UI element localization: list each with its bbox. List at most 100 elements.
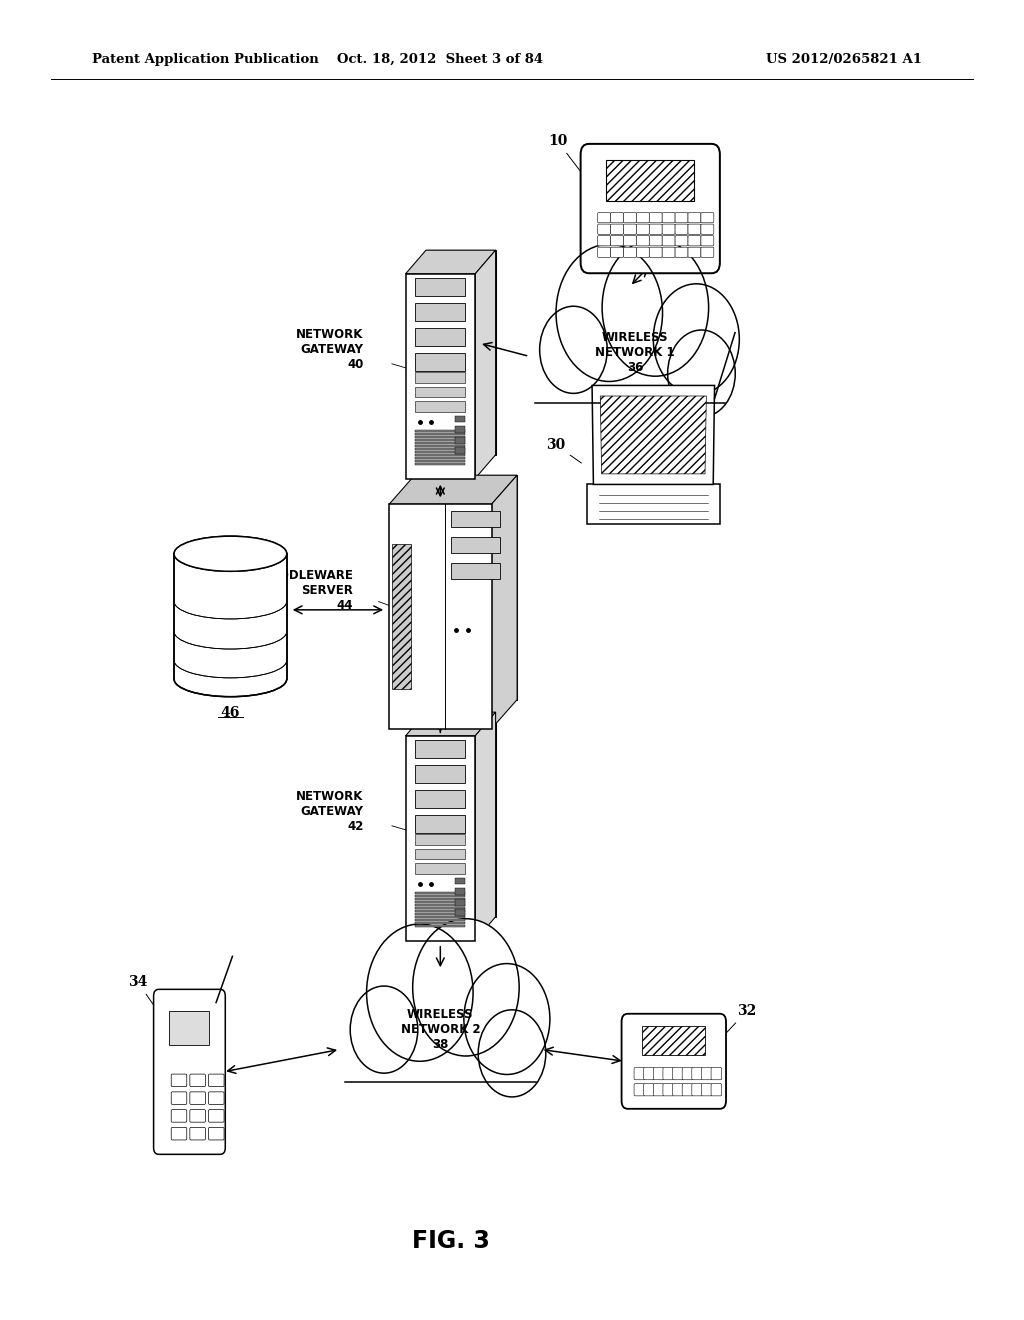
FancyBboxPatch shape [416,463,465,466]
FancyBboxPatch shape [416,442,465,444]
Polygon shape [406,251,496,275]
FancyBboxPatch shape [634,1068,645,1080]
Text: 32: 32 [724,1005,757,1035]
FancyBboxPatch shape [416,440,465,441]
FancyBboxPatch shape [171,1127,186,1140]
FancyBboxPatch shape [416,454,465,457]
Circle shape [413,919,519,1056]
FancyBboxPatch shape [189,1110,206,1122]
FancyBboxPatch shape [392,544,411,689]
Text: NETWORK
GATEWAY
40: NETWORK GATEWAY 40 [296,329,364,371]
FancyBboxPatch shape [209,1074,224,1086]
FancyBboxPatch shape [416,789,465,808]
Text: Oct. 18, 2012  Sheet 3 of 84: Oct. 18, 2012 Sheet 3 of 84 [337,53,544,66]
FancyBboxPatch shape [416,451,465,453]
FancyBboxPatch shape [455,899,465,906]
FancyBboxPatch shape [416,904,465,906]
Polygon shape [587,484,720,524]
FancyBboxPatch shape [675,213,688,223]
FancyBboxPatch shape [675,236,688,246]
FancyBboxPatch shape [455,416,465,422]
FancyBboxPatch shape [455,878,465,884]
FancyBboxPatch shape [416,892,465,894]
FancyBboxPatch shape [610,213,624,223]
Polygon shape [492,475,517,729]
FancyBboxPatch shape [416,834,465,845]
FancyBboxPatch shape [416,849,465,859]
FancyBboxPatch shape [673,1084,683,1096]
FancyBboxPatch shape [416,898,465,900]
FancyBboxPatch shape [711,1084,722,1096]
Circle shape [653,284,739,395]
Circle shape [668,330,735,417]
FancyBboxPatch shape [598,236,610,246]
Ellipse shape [174,536,287,572]
FancyBboxPatch shape [171,1074,186,1086]
Text: NETWORK
GATEWAY
42: NETWORK GATEWAY 42 [296,791,364,833]
Polygon shape [592,385,715,484]
FancyBboxPatch shape [455,888,465,895]
FancyBboxPatch shape [416,902,465,903]
Polygon shape [600,396,707,474]
Polygon shape [406,737,475,940]
FancyBboxPatch shape [606,160,694,201]
Text: WIRELESS
NETWORK 1
36: WIRELESS NETWORK 1 36 [595,331,675,374]
FancyBboxPatch shape [700,224,714,235]
Circle shape [602,239,709,376]
FancyBboxPatch shape [624,213,636,223]
FancyBboxPatch shape [673,1068,683,1080]
FancyBboxPatch shape [711,1068,722,1080]
Polygon shape [415,475,517,700]
FancyBboxPatch shape [416,401,465,412]
FancyBboxPatch shape [343,1012,538,1085]
FancyBboxPatch shape [663,1068,674,1080]
Polygon shape [475,251,496,479]
FancyBboxPatch shape [455,426,465,433]
FancyBboxPatch shape [649,224,663,235]
Ellipse shape [174,536,287,572]
FancyBboxPatch shape [636,213,649,223]
FancyBboxPatch shape [682,1084,693,1096]
FancyBboxPatch shape [171,1110,186,1122]
FancyBboxPatch shape [170,1011,210,1044]
FancyBboxPatch shape [416,923,465,924]
FancyBboxPatch shape [700,213,714,223]
FancyBboxPatch shape [416,916,465,919]
FancyBboxPatch shape [644,1084,654,1096]
FancyBboxPatch shape [416,352,465,371]
FancyBboxPatch shape [675,247,688,257]
FancyBboxPatch shape [663,213,675,223]
FancyBboxPatch shape [598,224,610,235]
FancyBboxPatch shape [636,236,649,246]
FancyBboxPatch shape [624,224,636,235]
Text: MIDDLEWARE
SERVER
44: MIDDLEWARE SERVER 44 [263,569,353,611]
FancyBboxPatch shape [688,224,700,235]
FancyBboxPatch shape [209,1127,224,1140]
FancyBboxPatch shape [644,1068,654,1080]
FancyBboxPatch shape [688,213,700,223]
FancyBboxPatch shape [416,387,465,397]
FancyBboxPatch shape [416,895,465,898]
FancyBboxPatch shape [154,990,225,1154]
FancyBboxPatch shape [416,327,465,346]
Circle shape [540,306,607,393]
FancyBboxPatch shape [455,447,465,454]
FancyBboxPatch shape [416,436,465,438]
FancyBboxPatch shape [451,564,500,579]
FancyBboxPatch shape [416,430,465,432]
FancyBboxPatch shape [581,144,720,273]
Text: FIG. 3: FIG. 3 [412,1229,489,1253]
Circle shape [464,964,550,1074]
FancyBboxPatch shape [416,449,465,450]
Text: 46: 46 [221,706,240,721]
Text: Patent Application Publication: Patent Application Publication [92,53,318,66]
FancyBboxPatch shape [649,213,663,223]
FancyBboxPatch shape [416,863,465,874]
FancyBboxPatch shape [532,333,727,405]
FancyBboxPatch shape [416,739,465,758]
FancyBboxPatch shape [675,224,688,235]
FancyBboxPatch shape [416,913,465,915]
FancyBboxPatch shape [663,1084,674,1096]
FancyBboxPatch shape [209,1092,224,1105]
Polygon shape [426,713,496,916]
